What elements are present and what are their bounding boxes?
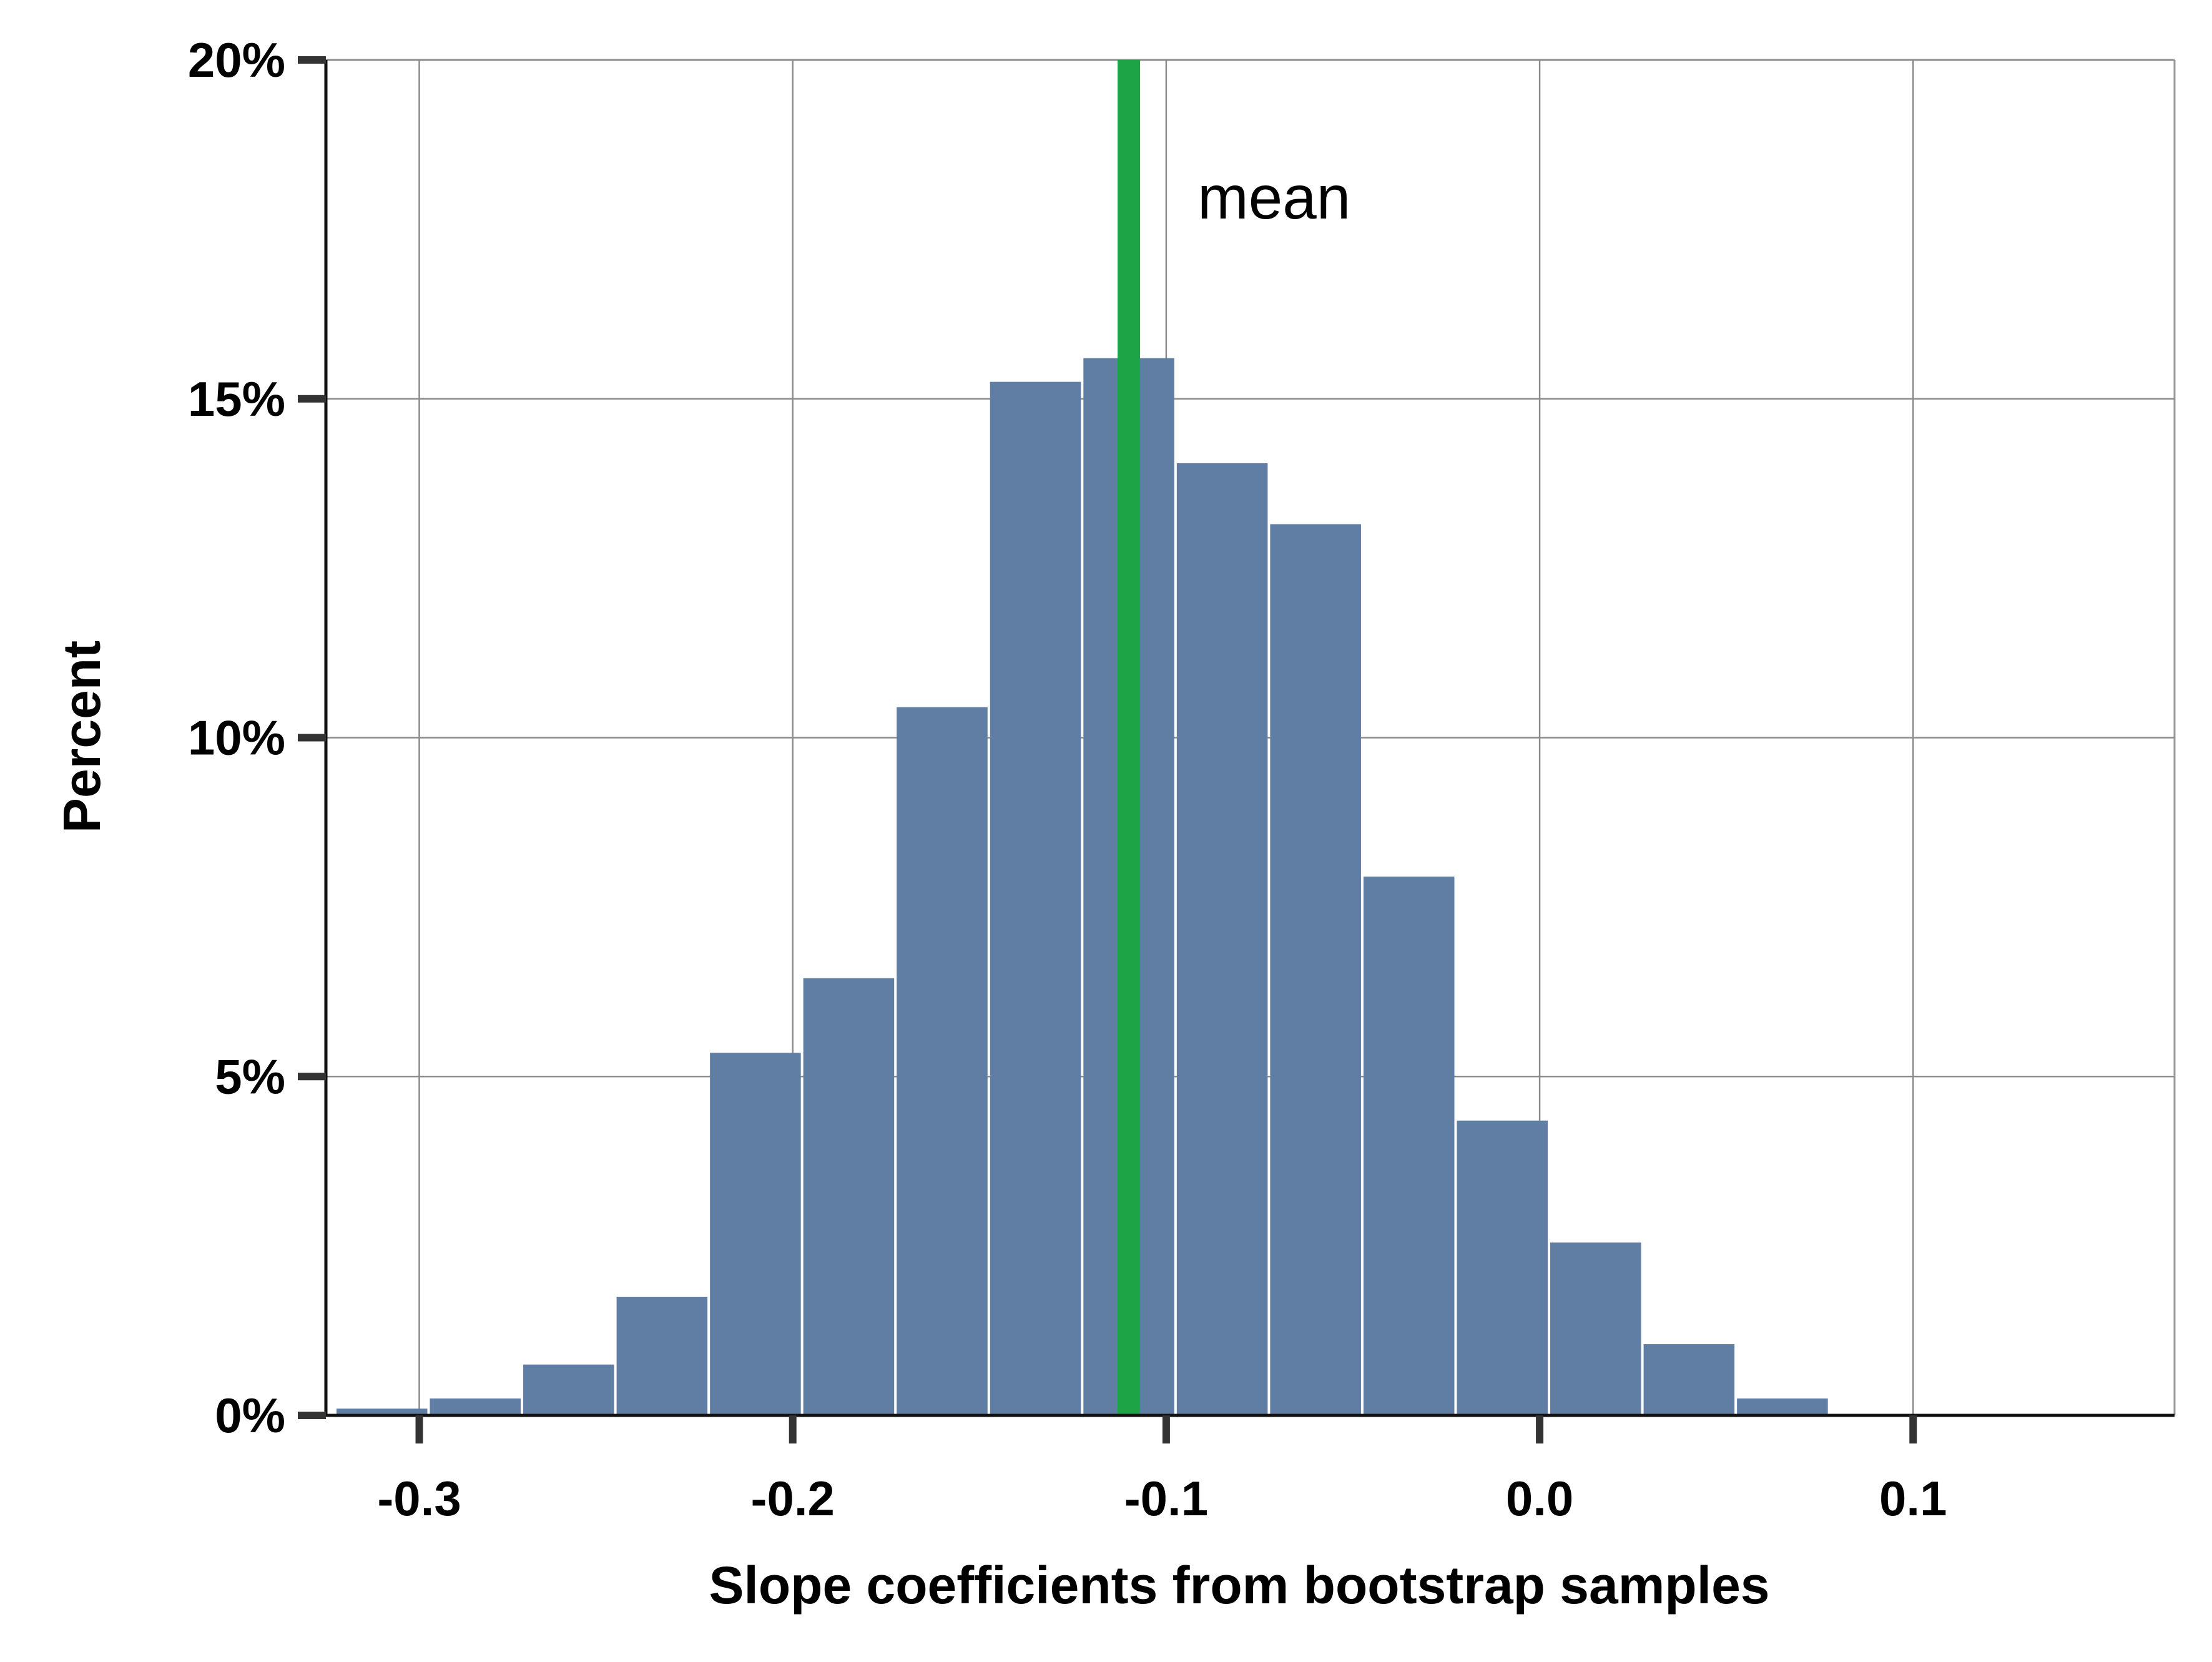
histogram-bar [1550,1242,1641,1415]
y-tick-label: 0% [215,1388,285,1443]
histogram-bar [523,1364,614,1415]
histogram-bar [336,1409,428,1415]
histogram-bar [1643,1344,1735,1415]
y-tick-label: 5% [215,1049,285,1104]
mean-line [1118,60,1141,1415]
x-tick-label: -0.1 [1124,1471,1208,1526]
histogram-bar [1737,1398,1828,1415]
histogram-bar [430,1398,521,1415]
x-tick-label: -0.2 [751,1471,835,1526]
mean-marker: mean [1118,60,1350,1415]
histogram-bar [897,707,988,1415]
y-axis-title: Percent [52,641,111,833]
histogram-bar [1176,463,1268,1415]
y-tick-label: 10% [188,711,285,765]
histogram-bars [336,358,1828,1415]
histogram-bar [1363,877,1455,1415]
histogram-bar [616,1297,708,1415]
histogram-bar [1457,1120,1548,1415]
x-tick-label: 0.0 [1506,1471,1573,1526]
x-tick-label: 0.1 [1879,1471,1947,1526]
mean-label: mean [1197,163,1350,232]
histogram-bar [710,1053,801,1415]
histogram-bar [803,978,895,1415]
histogram-bar [990,381,1081,1415]
histogram-bar [1270,524,1361,1415]
y-tick-label: 20% [188,32,285,87]
x-axis-title: Slope coefficients from bootstrap sample… [709,1556,1769,1615]
y-tick-label: 15% [188,371,285,426]
axes: 0% 5% 10% 15% 20% -0.3 -0.2 -0.1 0.0 0.1 [188,32,2175,1526]
x-tick-label: -0.3 [377,1471,461,1526]
